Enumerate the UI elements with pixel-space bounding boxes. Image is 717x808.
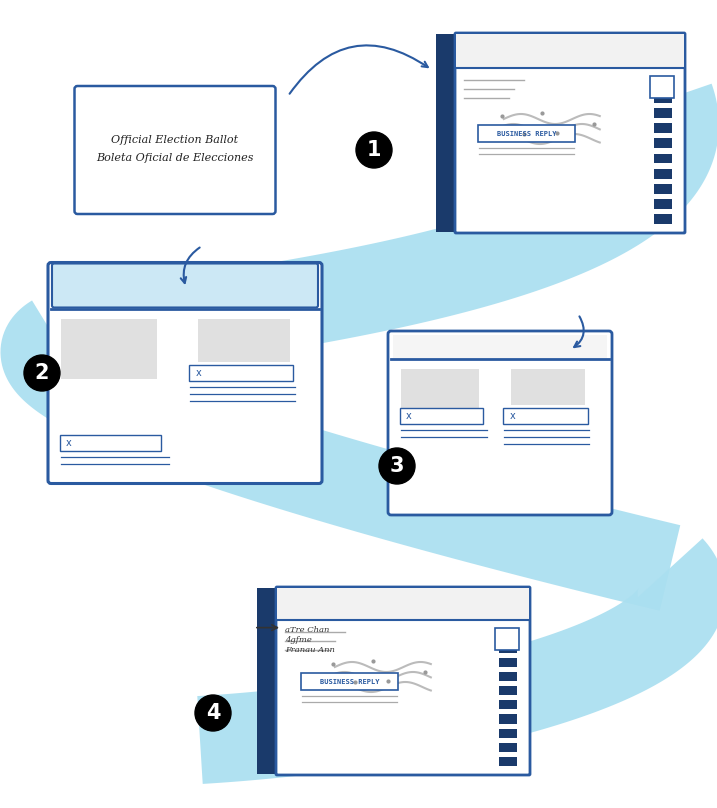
FancyBboxPatch shape	[654, 199, 672, 208]
FancyBboxPatch shape	[401, 369, 480, 419]
Text: 2: 2	[34, 363, 49, 383]
FancyBboxPatch shape	[654, 78, 672, 88]
Polygon shape	[1, 301, 680, 611]
FancyBboxPatch shape	[654, 169, 672, 179]
FancyBboxPatch shape	[511, 369, 585, 405]
FancyBboxPatch shape	[257, 588, 277, 774]
Text: x: x	[66, 439, 72, 448]
FancyBboxPatch shape	[499, 714, 517, 724]
Circle shape	[379, 448, 415, 484]
FancyBboxPatch shape	[189, 364, 293, 381]
FancyBboxPatch shape	[277, 588, 529, 620]
FancyBboxPatch shape	[499, 644, 517, 653]
FancyBboxPatch shape	[75, 86, 275, 214]
FancyBboxPatch shape	[654, 124, 672, 133]
FancyBboxPatch shape	[276, 587, 530, 775]
FancyBboxPatch shape	[48, 263, 322, 483]
FancyBboxPatch shape	[436, 34, 456, 232]
Text: x: x	[406, 410, 412, 420]
FancyBboxPatch shape	[61, 318, 158, 379]
FancyBboxPatch shape	[654, 184, 672, 194]
FancyBboxPatch shape	[654, 214, 672, 224]
Circle shape	[356, 132, 392, 168]
Text: x: x	[195, 368, 201, 377]
Text: x: x	[509, 410, 515, 420]
FancyBboxPatch shape	[499, 757, 517, 766]
FancyBboxPatch shape	[52, 263, 318, 308]
FancyBboxPatch shape	[478, 125, 575, 142]
Text: BUSINESS REPLY: BUSINESS REPLY	[320, 679, 379, 684]
Text: 4: 4	[206, 703, 220, 723]
FancyBboxPatch shape	[400, 407, 483, 423]
Polygon shape	[49, 84, 717, 381]
FancyBboxPatch shape	[499, 729, 517, 738]
Circle shape	[195, 695, 231, 731]
FancyBboxPatch shape	[393, 335, 607, 358]
Text: 4gfme: 4gfme	[285, 636, 312, 644]
FancyBboxPatch shape	[654, 138, 672, 149]
FancyBboxPatch shape	[499, 658, 517, 667]
Text: 3: 3	[390, 456, 404, 476]
Circle shape	[24, 355, 60, 391]
Text: aTre Chan: aTre Chan	[285, 625, 329, 633]
Text: Official Election Ballot: Official Election Ballot	[111, 135, 239, 145]
Text: Boleta Oficial de Elecciones: Boleta Oficial de Elecciones	[96, 153, 254, 163]
FancyBboxPatch shape	[60, 436, 161, 452]
FancyBboxPatch shape	[199, 318, 290, 361]
FancyBboxPatch shape	[499, 629, 517, 639]
FancyBboxPatch shape	[654, 93, 672, 103]
FancyBboxPatch shape	[301, 673, 398, 690]
FancyBboxPatch shape	[654, 154, 672, 163]
FancyBboxPatch shape	[499, 672, 517, 681]
FancyBboxPatch shape	[499, 701, 517, 709]
Text: Franau Ann: Franau Ann	[285, 646, 335, 654]
FancyBboxPatch shape	[455, 33, 685, 233]
Text: 1: 1	[367, 140, 381, 160]
FancyBboxPatch shape	[456, 34, 684, 68]
FancyBboxPatch shape	[654, 108, 672, 118]
FancyBboxPatch shape	[503, 407, 588, 423]
FancyBboxPatch shape	[495, 628, 519, 650]
Text: BUSINESS REPLY: BUSINESS REPLY	[497, 131, 556, 137]
FancyBboxPatch shape	[650, 76, 674, 98]
FancyBboxPatch shape	[388, 331, 612, 515]
Polygon shape	[197, 538, 717, 784]
FancyBboxPatch shape	[499, 686, 517, 696]
FancyBboxPatch shape	[499, 743, 517, 752]
